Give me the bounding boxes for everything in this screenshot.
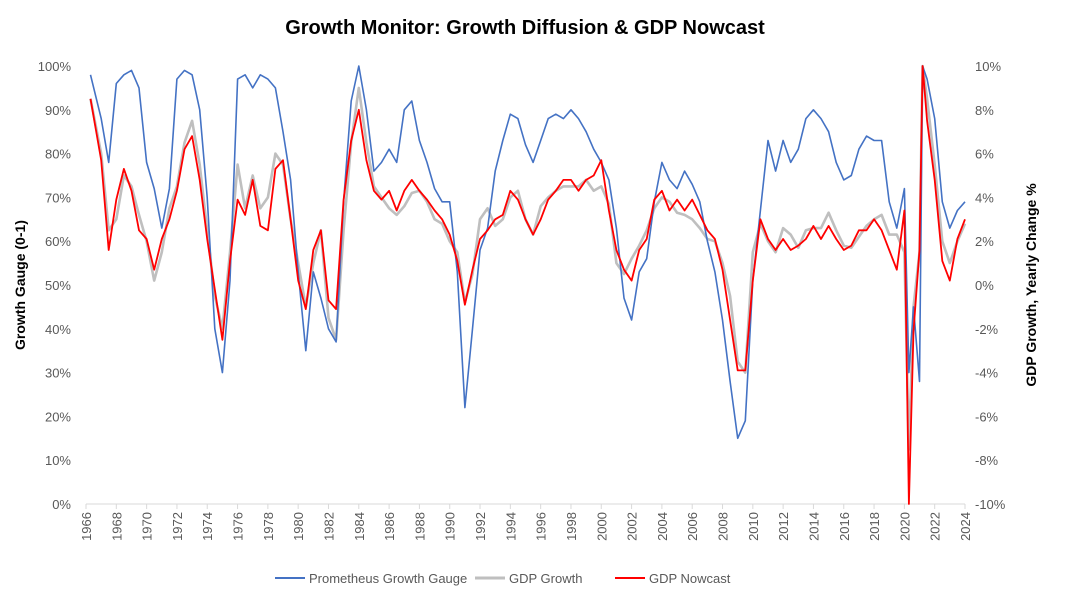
left-y-tick-label: 10% xyxy=(45,453,71,468)
left-y-tick-label: 30% xyxy=(45,366,71,381)
x-tick-label: 1966 xyxy=(79,512,94,541)
x-tick-label: 2014 xyxy=(806,512,821,541)
x-tick-label: 2006 xyxy=(685,512,700,541)
x-tick-label: 2020 xyxy=(897,512,912,541)
x-tick-label: 1978 xyxy=(261,512,276,541)
right-y-tick-label: 2% xyxy=(975,234,994,249)
right-y-tick-label: -10% xyxy=(975,497,1006,512)
legend-label: GDP Growth xyxy=(509,571,582,586)
gdp-nowcast-line xyxy=(89,65,966,505)
right-axis-title: GDP Growth, Yearly Change % xyxy=(1023,183,1039,387)
x-tick-label: 1972 xyxy=(170,512,185,541)
right-y-tick-label: 6% xyxy=(975,147,994,162)
left-y-tick-label: 50% xyxy=(45,278,71,293)
series-lines xyxy=(89,64,967,505)
x-tick-label: 2022 xyxy=(928,512,943,541)
right-y-tick-label: -6% xyxy=(975,409,999,424)
x-tick-label: 1984 xyxy=(352,512,367,541)
x-tick-label: 1988 xyxy=(412,512,427,541)
left-y-tick-label: 40% xyxy=(45,322,71,337)
x-tick-label: 2004 xyxy=(655,512,670,541)
x-tick-label: 2016 xyxy=(837,512,852,541)
x-tick-label: 1974 xyxy=(200,512,215,541)
x-tick-label: 1980 xyxy=(291,512,306,541)
right-y-tick-label: -4% xyxy=(975,366,999,381)
left-y-tick-label: 90% xyxy=(45,103,71,118)
right-y-tick-label: -8% xyxy=(975,453,999,468)
x-tick-label: 1976 xyxy=(231,512,246,541)
chart-title: Growth Monitor: Growth Diffusion & GDP N… xyxy=(285,17,765,39)
x-tick-label: 1994 xyxy=(503,512,518,541)
left-axis-title: Growth Gauge (0-1) xyxy=(12,220,28,350)
axes: 1966 1968 1970 1972 1974 1976 1978 1980 1982 1984… xyxy=(38,59,1006,541)
x-tick-label: 1970 xyxy=(140,512,155,541)
left-y-tick-label: 0% xyxy=(52,497,71,512)
left-y-tick-label: 80% xyxy=(45,147,71,162)
x-tick-label: 2012 xyxy=(776,512,791,541)
left-y-tick-label: 100% xyxy=(38,59,72,74)
right-y-tick-label: 0% xyxy=(975,278,994,293)
x-tick-label: 1998 xyxy=(564,512,579,541)
gauge-line xyxy=(89,65,966,440)
left-y-tick-label: 70% xyxy=(45,190,71,205)
x-tick-label: 2010 xyxy=(746,512,761,541)
x-tick-label: 1968 xyxy=(109,512,124,541)
right-y-tick-label: 10% xyxy=(975,59,1001,74)
x-tick-label: 2018 xyxy=(867,512,882,541)
legend: Prometheus Growth Gauge GDP Growth GDP Now… xyxy=(275,571,731,586)
right-y-tick-label: 4% xyxy=(975,190,994,205)
x-tick-label: 1990 xyxy=(443,512,458,541)
right-y-tick-label: -2% xyxy=(975,322,999,337)
left-y-tick-label: 20% xyxy=(45,409,71,424)
legend-label: Prometheus Growth Gauge xyxy=(309,571,467,586)
x-tick-label: 2000 xyxy=(594,512,609,541)
x-tick-label: 2008 xyxy=(716,512,731,541)
right-y-tick-label: 8% xyxy=(975,103,994,118)
legend-label: GDP Nowcast xyxy=(649,571,731,586)
left-y-tick-label: 60% xyxy=(45,234,71,249)
x-tick-label: 2024 xyxy=(958,512,973,541)
x-tick-label: 1982 xyxy=(321,512,336,541)
x-tick-label: 2002 xyxy=(625,512,640,541)
x-tick-label: 1996 xyxy=(534,512,549,541)
x-tick-label: 1986 xyxy=(382,512,397,541)
gdp-growth-line xyxy=(89,64,967,451)
x-tick-label: 1992 xyxy=(473,512,488,541)
